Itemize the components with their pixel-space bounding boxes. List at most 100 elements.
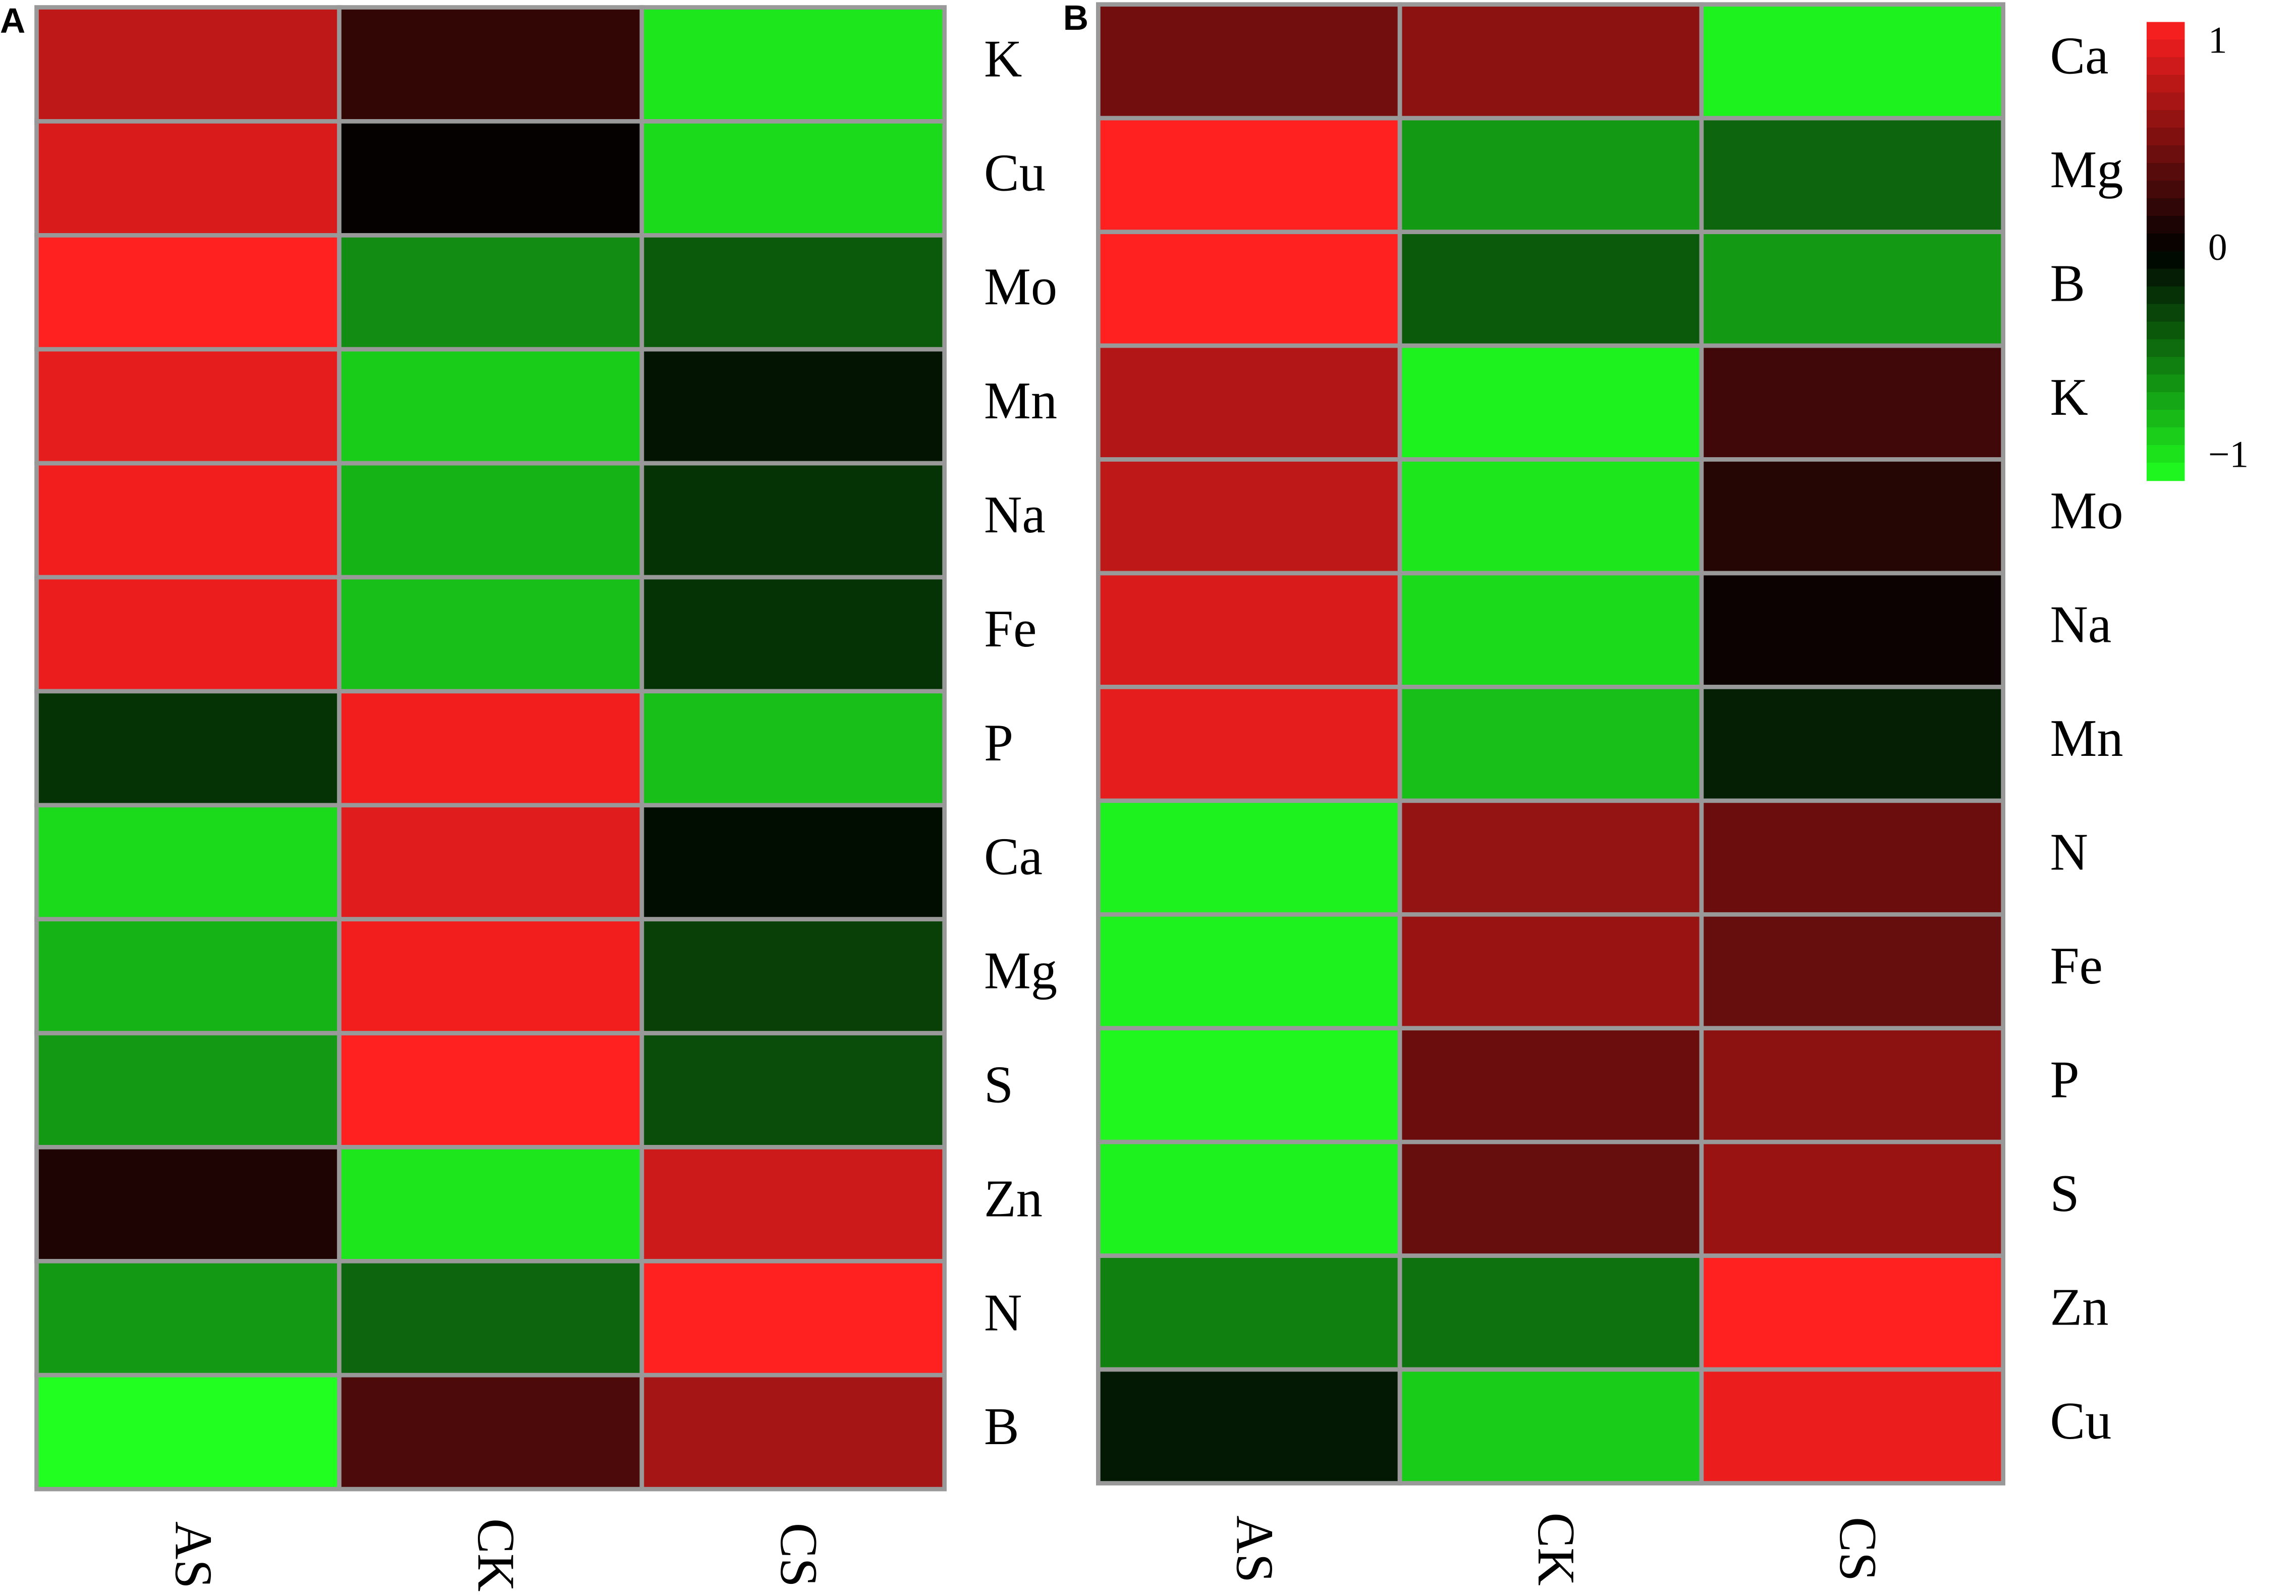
heatmap-cell xyxy=(1096,685,1402,803)
row-label: S xyxy=(2050,1164,2080,1223)
row-label: Zn xyxy=(984,1169,1043,1228)
colorbar-swatch xyxy=(2147,268,2185,288)
heatmap-cell xyxy=(1699,2,2005,121)
heatmap-cell xyxy=(337,461,644,580)
heatmap-cell xyxy=(1397,798,1704,917)
heatmap-cell xyxy=(1096,343,1402,462)
row-label: Na xyxy=(984,485,1046,544)
heatmap-cell xyxy=(1397,2,1704,121)
heatmap-cell xyxy=(1397,912,1704,1031)
heatmap-cell xyxy=(1397,457,1704,576)
row-label: Mo xyxy=(984,257,1057,316)
heatmap-cell xyxy=(337,233,644,352)
colorbar-swatch xyxy=(2147,374,2185,393)
colorbar-swatch xyxy=(2147,22,2185,40)
row-label: Na xyxy=(2050,595,2112,654)
colorbar-swatch xyxy=(2147,233,2185,252)
row-label: Fe xyxy=(2050,937,2103,995)
row-label: K xyxy=(984,29,1022,88)
colorbar-swatch xyxy=(2147,39,2185,58)
colorbar-swatch xyxy=(2147,339,2185,358)
row-label: Mg xyxy=(2050,140,2123,199)
colorbar-swatch xyxy=(2147,163,2185,182)
heatmap-cell xyxy=(1096,116,1402,234)
heatmap-cell xyxy=(34,461,342,580)
colorbar-swatch xyxy=(2147,357,2185,375)
heatmap-cell xyxy=(639,119,947,238)
colorbar-swatch xyxy=(2147,180,2185,199)
heatmap-cell xyxy=(337,1259,644,1378)
heatmap-cell xyxy=(1397,343,1704,462)
colorbar-swatch xyxy=(2147,92,2185,111)
heatmap-cell xyxy=(34,1259,342,1378)
heatmap-cell xyxy=(337,1145,644,1263)
heatmap-cell xyxy=(337,917,644,1035)
heatmap-cell xyxy=(639,1145,947,1263)
row-label: N xyxy=(2050,823,2088,882)
colorbar-swatch xyxy=(2147,75,2185,93)
colorbar-tick-label: 1 xyxy=(2208,19,2227,61)
heatmap-cell xyxy=(337,1372,644,1492)
heatmap-cell xyxy=(1699,1367,2005,1485)
heatmap-cell xyxy=(1397,1253,1704,1372)
colorbar-swatch xyxy=(2147,57,2185,76)
heatmap-cell xyxy=(1699,571,2005,689)
column-label: CS xyxy=(770,1523,828,1587)
heatmap-cell xyxy=(639,461,947,580)
column-label: CK xyxy=(1527,1513,1586,1586)
column-label: CK xyxy=(467,1518,525,1591)
row-label: Fe xyxy=(984,599,1036,658)
heatmap-cell xyxy=(1096,798,1402,917)
colorbar-swatch xyxy=(2147,321,2185,340)
panel-label: A xyxy=(0,1,25,40)
heatmap-cell xyxy=(34,233,342,352)
heatmap-cell xyxy=(1397,116,1704,234)
heatmap-cell xyxy=(639,1031,947,1149)
row-label: Ca xyxy=(984,828,1043,886)
row-label: Mn xyxy=(984,371,1057,430)
heatmap-cell xyxy=(1699,343,2005,462)
row-label: Cu xyxy=(2050,1392,2112,1450)
heatmap-cell xyxy=(639,575,947,694)
heatmap-cell xyxy=(1096,230,1402,348)
heatmap-cell xyxy=(34,347,342,466)
heatmap-cell xyxy=(1096,1253,1402,1372)
row-label: P xyxy=(984,713,1013,772)
heatmap-cell xyxy=(1397,1139,1704,1258)
heatmap-cell xyxy=(1096,912,1402,1031)
colorbar-tick-label: 0 xyxy=(2208,227,2227,268)
heatmap-cell xyxy=(1096,2,1402,121)
row-label: Cu xyxy=(984,143,1046,202)
column-label: AS xyxy=(1225,1515,1284,1583)
heatmap-cell xyxy=(639,1259,947,1378)
heatmap-cell xyxy=(1096,457,1402,576)
heatmap-cell xyxy=(34,119,342,238)
heatmap-cell xyxy=(337,1031,644,1149)
heatmap-cell xyxy=(639,5,947,124)
heatmap-cell xyxy=(1397,685,1704,803)
colorbar-swatch xyxy=(2147,145,2185,164)
row-label: P xyxy=(2050,1050,2080,1109)
heatmap-cell xyxy=(337,689,644,808)
heatmap-cell xyxy=(1096,571,1402,689)
row-label: Ca xyxy=(2050,26,2109,85)
row-label: N xyxy=(984,1283,1022,1342)
column-label: AS xyxy=(164,1521,223,1589)
heatmap-cell xyxy=(1397,230,1704,348)
colorbar-swatch xyxy=(2147,304,2185,322)
colorbar-tick-label: −1 xyxy=(2208,434,2249,476)
heatmap-cell xyxy=(1397,1367,1704,1485)
heatmap-cell xyxy=(1699,1253,2005,1372)
row-label: B xyxy=(2050,254,2086,312)
row-label: Mn xyxy=(2050,709,2123,767)
heatmap-cell xyxy=(639,803,947,922)
colorbar-swatch xyxy=(2147,427,2185,446)
heatmap-cell xyxy=(639,233,947,352)
row-label: Mo xyxy=(2050,481,2123,540)
heatmap-cell xyxy=(34,5,342,124)
heatmap-cell xyxy=(1699,230,2005,348)
colorbar-swatch xyxy=(2147,392,2185,411)
heatmap-cell xyxy=(337,5,644,124)
colorbar-swatch xyxy=(2147,198,2185,217)
